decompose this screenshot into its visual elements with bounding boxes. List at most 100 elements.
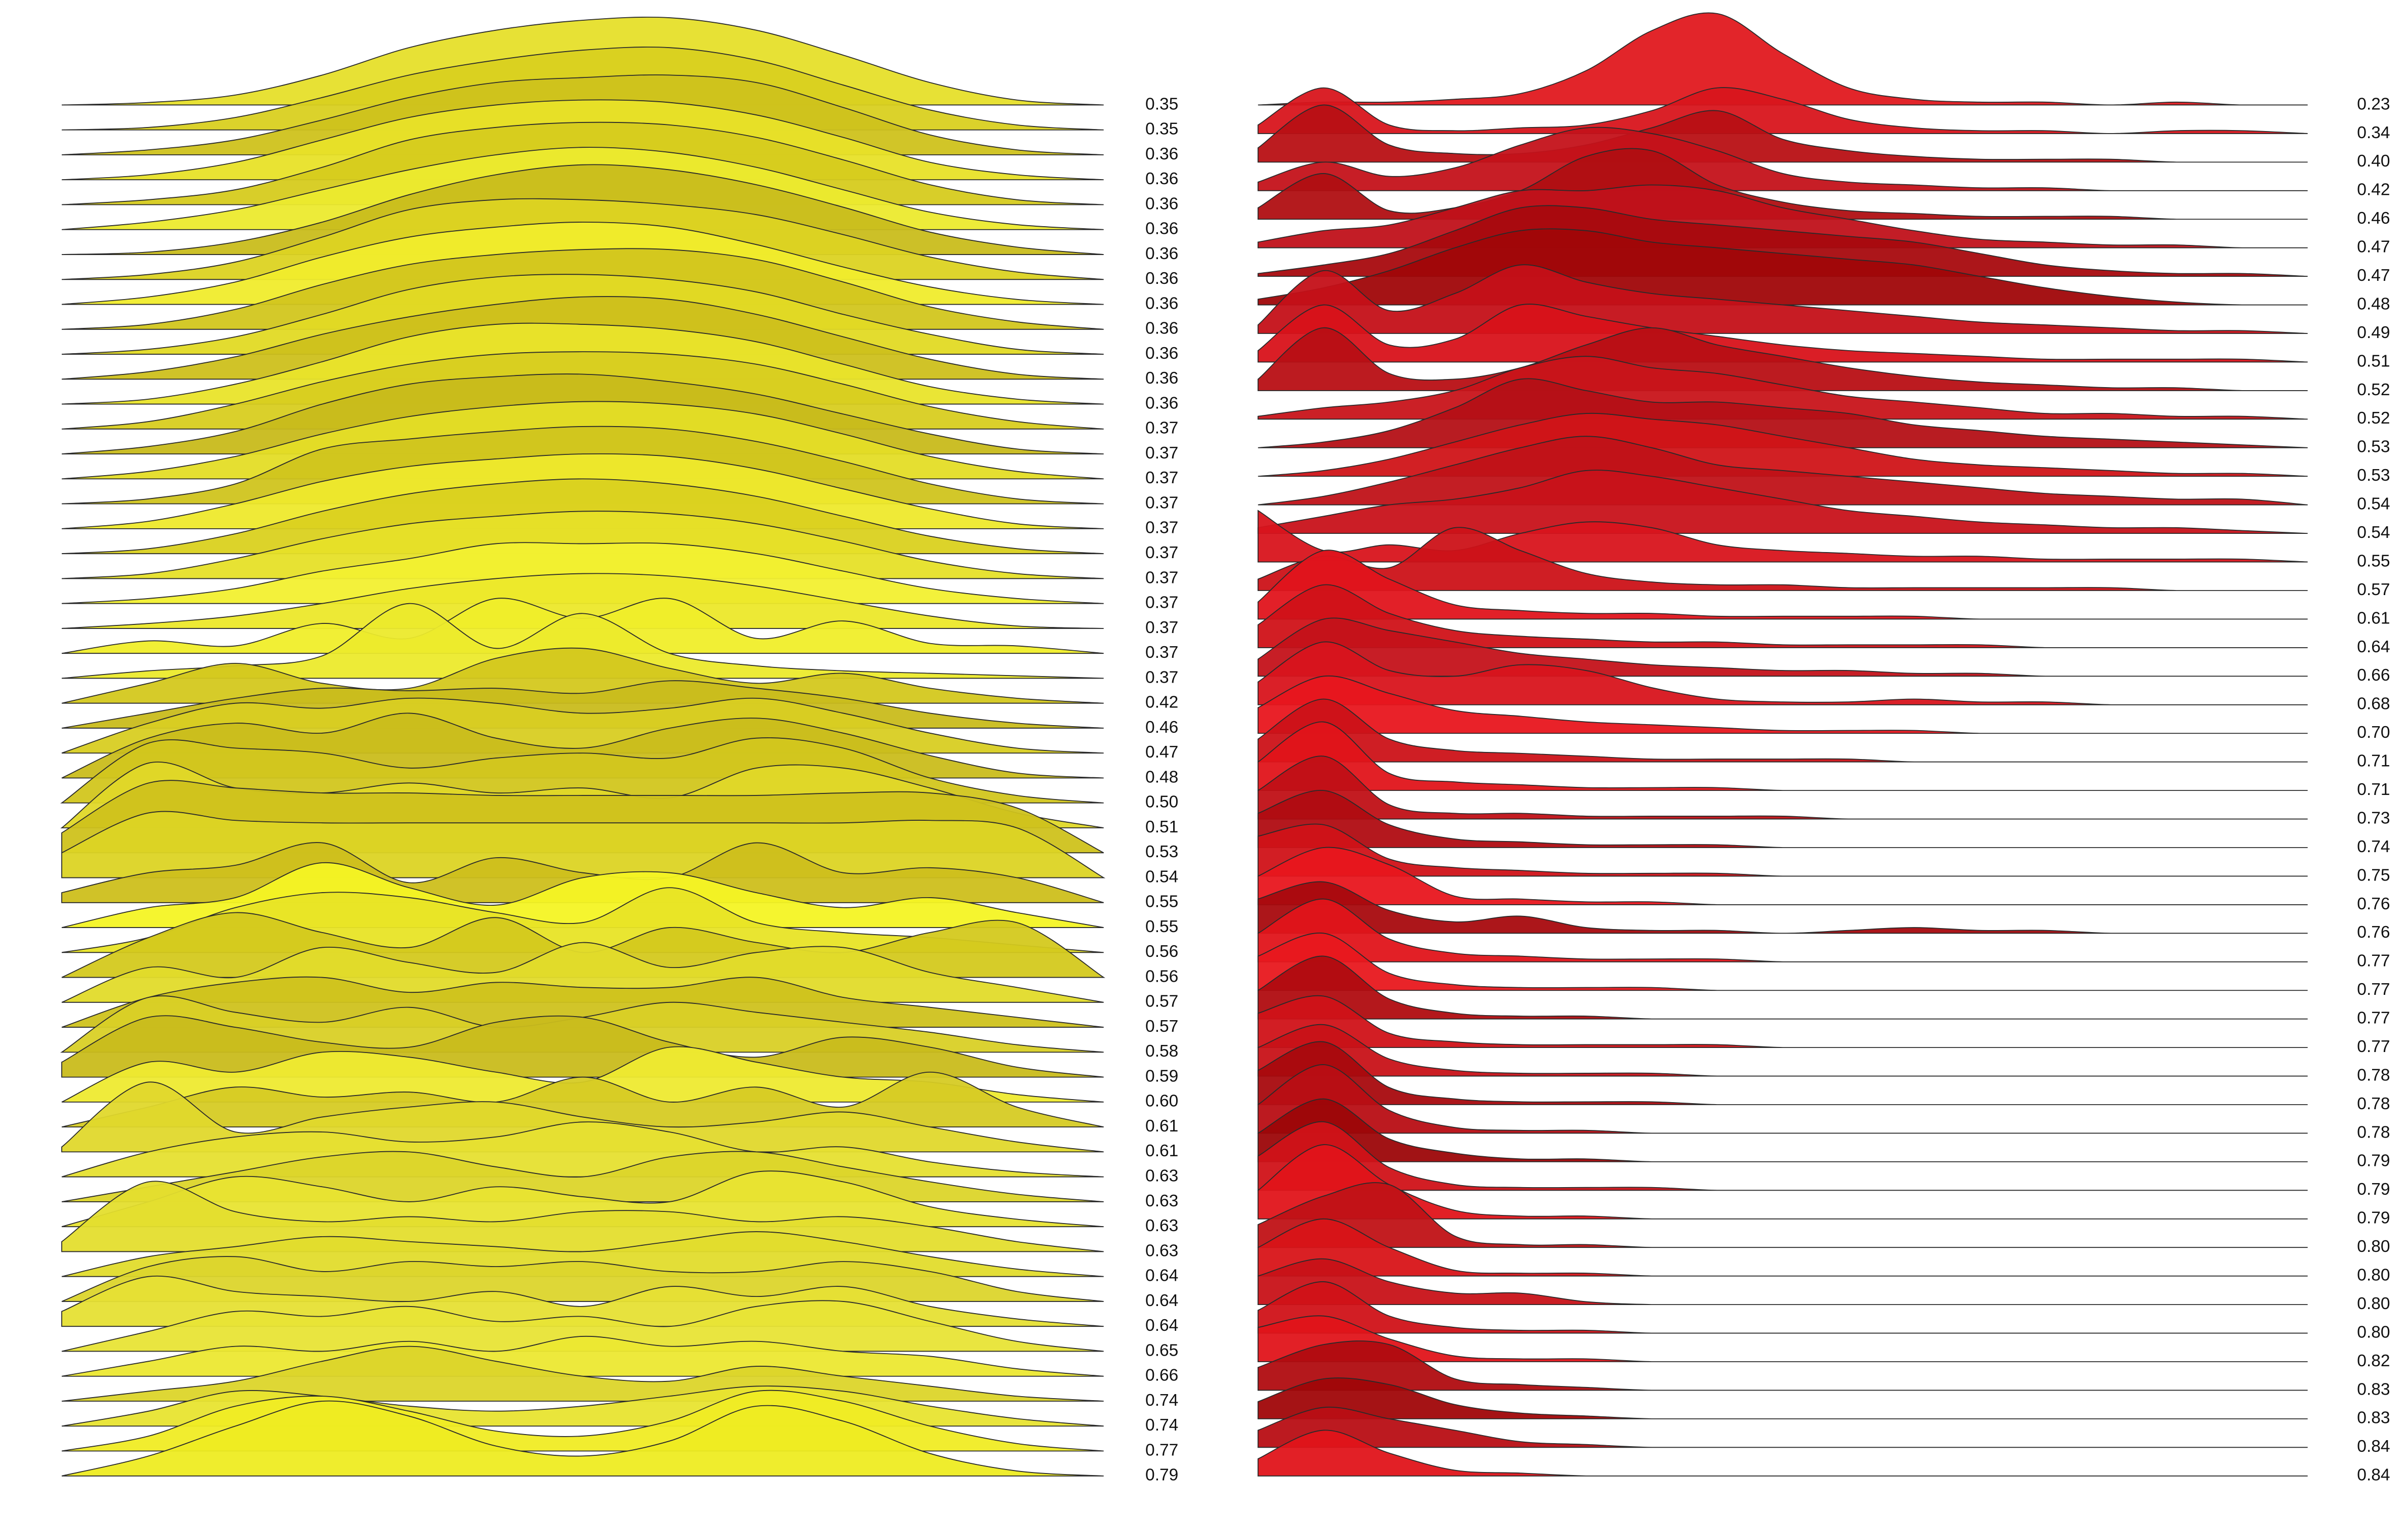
ridge-label: 0.53 — [2357, 466, 2390, 485]
ridge-label: 0.73 — [2357, 809, 2390, 827]
ridge-label: 0.36 — [1145, 170, 1178, 188]
ridge-label: 0.36 — [1145, 269, 1178, 288]
ridge — [1257, 675, 2308, 734]
ridge-label: 0.77 — [1145, 1441, 1178, 1459]
ridge — [1257, 641, 2308, 705]
ridge-label: 0.63 — [1145, 1167, 1178, 1186]
ridge-label: 0.54 — [1145, 867, 1178, 886]
ridge-label: 0.46 — [1145, 718, 1178, 737]
ridge-label: 0.36 — [1145, 319, 1178, 338]
ridge-label: 0.68 — [2357, 695, 2390, 713]
ridge-label: 0.37 — [1145, 493, 1178, 512]
ridge-label: 0.36 — [1145, 369, 1178, 388]
ridge-label: 0.66 — [2357, 666, 2390, 685]
ridge-label: 0.49 — [2357, 323, 2390, 342]
ridge-label: 0.63 — [1145, 1241, 1178, 1260]
ridge-label: 0.64 — [2357, 638, 2390, 656]
ridge-label: 0.37 — [1145, 419, 1178, 438]
ridge-label: 0.59 — [1145, 1067, 1178, 1085]
ridge-label: 0.36 — [1145, 394, 1178, 412]
ridge — [1257, 823, 2308, 877]
ridge-label: 0.53 — [1145, 843, 1178, 861]
ridge-label: 0.61 — [1145, 1117, 1178, 1136]
ridge — [61, 573, 1104, 629]
ridge-label: 0.64 — [1145, 1316, 1178, 1335]
ridge-label: 0.37 — [1145, 469, 1178, 487]
ridge-label: 0.74 — [1145, 1391, 1178, 1410]
ridge-label: 0.47 — [1145, 743, 1178, 762]
ridge — [61, 542, 1104, 604]
ridge-label: 0.35 — [1145, 120, 1178, 139]
ridge-label: 0.55 — [2357, 552, 2390, 570]
ridge-label: 0.35 — [1145, 95, 1178, 113]
ridge — [1257, 104, 2308, 163]
ridge-label: 0.76 — [2357, 895, 2390, 913]
ridge-label: 0.54 — [2357, 523, 2390, 542]
ridge-label: 0.52 — [2357, 381, 2390, 399]
ridge-label: 0.47 — [2357, 238, 2390, 257]
ridge-label: 0.75 — [2357, 866, 2390, 885]
ridge-label: 0.79 — [1145, 1466, 1178, 1485]
ridge-label: 0.37 — [1145, 668, 1178, 687]
ridge-label: 0.63 — [1145, 1192, 1178, 1210]
ridge-label: 0.80 — [2357, 1294, 2390, 1313]
ridge-label: 0.84 — [2357, 1466, 2390, 1485]
ridge-label: 0.36 — [1145, 145, 1178, 163]
ridge-label: 0.74 — [2357, 837, 2390, 856]
ridge-label: 0.66 — [1145, 1366, 1178, 1385]
ridgeline-panel: 0.23 0.34 0.40 0.42 0.46 0.47 0.47 0.48 0.49 0.51… — [1257, 12, 2390, 1485]
ridge-label: 0.37 — [1145, 594, 1178, 612]
ridge-label: 0.53 — [2357, 438, 2390, 456]
ridge — [1257, 1218, 2308, 1277]
ridge-label: 0.65 — [1145, 1341, 1178, 1360]
ridge — [1257, 898, 2308, 962]
ridge-label: 0.80 — [2357, 1237, 2390, 1256]
ridge-label: 0.63 — [1145, 1216, 1178, 1235]
ridge — [1257, 304, 2308, 363]
ridge — [1257, 790, 2308, 848]
ridge-label: 0.37 — [1145, 444, 1178, 463]
ridge-label: 0.77 — [2357, 1037, 2390, 1056]
ridgeline-panel: 0.35 0.35 0.36 0.36 0.36 0.36 0.36 0.36 0.36 0.36… — [60, 16, 1178, 1485]
ridge-label: 0.48 — [1145, 768, 1178, 786]
ridge — [1257, 955, 2308, 1020]
ridge-label: 0.37 — [1145, 568, 1178, 587]
ridge-label: 0.52 — [2357, 409, 2390, 428]
ridge-label: 0.74 — [1145, 1416, 1178, 1435]
ridge — [1257, 1430, 2308, 1477]
ridge-label: 0.78 — [2357, 1066, 2390, 1084]
ridge-label: 0.79 — [2357, 1209, 2390, 1228]
ridge-label: 0.54 — [2357, 495, 2390, 514]
ridge-label: 0.58 — [1145, 1042, 1178, 1061]
ridge — [61, 1181, 1104, 1252]
ridge-label: 0.76 — [2357, 923, 2390, 942]
ridge-label: 0.71 — [2357, 752, 2390, 771]
ridge-label: 0.83 — [2357, 1380, 2390, 1399]
ridge — [1257, 1182, 2308, 1248]
ridge — [1257, 995, 2308, 1048]
ridge-label: 0.36 — [1145, 244, 1178, 263]
ridge-label: 0.71 — [2357, 780, 2390, 799]
ridge — [1257, 470, 2308, 534]
ridge-label: 0.42 — [2357, 181, 2390, 199]
ridge-label: 0.77 — [2357, 1009, 2390, 1028]
ridge-label: 0.36 — [1145, 344, 1178, 363]
ridge-label: 0.47 — [2357, 266, 2390, 285]
ridge-label: 0.57 — [2357, 580, 2390, 599]
ridge-label: 0.37 — [1145, 543, 1178, 562]
ridge-label: 0.51 — [2357, 352, 2390, 370]
ridge-label: 0.42 — [1145, 693, 1178, 712]
ridge-label: 0.77 — [2357, 980, 2390, 999]
ridge — [1257, 617, 2308, 677]
ridge-label: 0.77 — [2357, 952, 2390, 971]
ridge-label: 0.36 — [1145, 194, 1178, 213]
ridge — [61, 1300, 1104, 1352]
ridge-label: 0.51 — [1145, 818, 1178, 836]
ridge-label: 0.78 — [2357, 1095, 2390, 1113]
ridge-label: 0.55 — [1145, 893, 1178, 911]
ridge-label: 0.37 — [1145, 519, 1178, 537]
ridge-label: 0.64 — [1145, 1267, 1178, 1285]
ridge-label: 0.56 — [1145, 942, 1178, 961]
ridge-label: 0.82 — [2357, 1352, 2390, 1370]
